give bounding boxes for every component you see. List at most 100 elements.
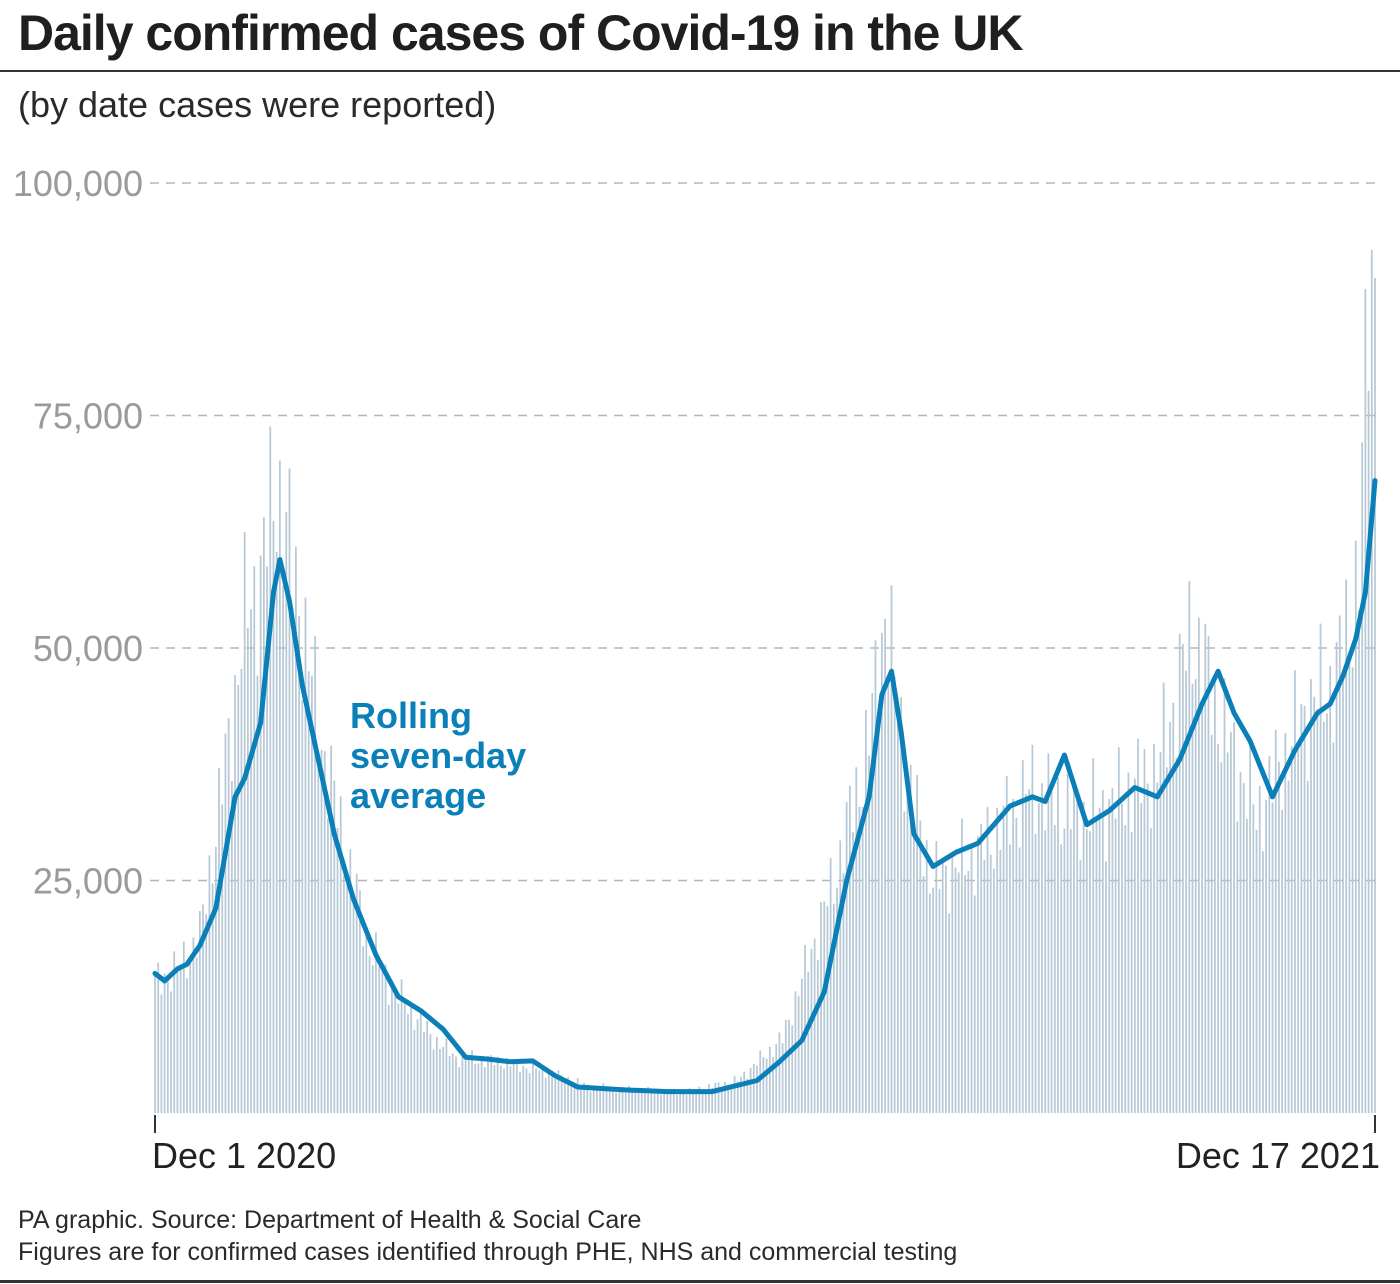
daily-case-bar: [205, 914, 208, 1113]
daily-case-bar: [1220, 762, 1223, 1113]
daily-case-bar: [400, 979, 403, 1113]
daily-case-bar: [810, 948, 813, 1113]
daily-case-bar: [676, 1094, 678, 1113]
daily-case-bar: [1239, 771, 1242, 1113]
daily-case-bar: [1053, 825, 1056, 1113]
daily-case-bar: [679, 1093, 682, 1113]
daily-case-bar: [256, 675, 259, 1113]
daily-case-bar: [1313, 696, 1316, 1113]
daily-case-bar: [1172, 702, 1175, 1113]
daily-case-bar: [1095, 818, 1098, 1113]
daily-case-bar: [567, 1076, 569, 1113]
daily-case-bar: [1117, 747, 1120, 1113]
daily-case-bar: [1281, 809, 1284, 1113]
daily-case-bar: [560, 1075, 563, 1113]
daily-case-bar: [1338, 615, 1341, 1113]
daily-case-bar: [1169, 721, 1171, 1113]
daily-case-bar: [1223, 678, 1226, 1113]
daily-case-bar: [743, 1071, 746, 1113]
daily-case-bar: [688, 1088, 691, 1113]
daily-case-bar: [672, 1088, 675, 1113]
daily-case-bar: [913, 825, 915, 1113]
daily-case-bar: [816, 960, 819, 1113]
daily-case-bar: [1265, 799, 1268, 1113]
daily-case-bar: [832, 903, 835, 1113]
daily-case-bar: [320, 749, 323, 1113]
daily-case-bar: [1255, 829, 1258, 1113]
daily-case-bar: [800, 978, 803, 1113]
daily-case-bar: [759, 1050, 762, 1113]
daily-case-bar: [855, 767, 858, 1113]
daily-case-bar: [362, 946, 365, 1113]
rolling-average-line: [152, 478, 1378, 1095]
daily-case-bar: [301, 699, 304, 1113]
daily-case-bar: [1198, 617, 1200, 1113]
daily-case-bar: [503, 1068, 505, 1113]
cases-chart: 25,000 50,000 75,000 100,000 Dec 1 2020 Dec 1…: [13, 163, 1380, 1176]
daily-case-bar: [836, 887, 838, 1113]
daily-case-bar: [1210, 734, 1213, 1113]
daily-case-bar: [432, 1049, 435, 1113]
daily-case-bar: [1005, 775, 1008, 1113]
daily-case-bar: [727, 1084, 730, 1113]
daily-case-bar: [733, 1075, 736, 1113]
daily-case-bar: [1316, 708, 1319, 1113]
daily-case-bar: [1246, 818, 1248, 1113]
daily-case-bar: [1037, 803, 1040, 1113]
daily-case-bar: [426, 1020, 429, 1113]
daily-case-bar: [1271, 802, 1274, 1113]
daily-case-bar: [173, 951, 176, 1113]
daily-case-bar: [874, 640, 877, 1113]
daily-case-bar: [1354, 540, 1357, 1113]
daily-case-bar: [602, 1083, 605, 1113]
daily-case-bar: [858, 806, 861, 1113]
daily-case-bar: [448, 1056, 451, 1113]
daily-case-bar: [1361, 442, 1364, 1113]
daily-case-bar: [935, 841, 938, 1113]
daily-case-bar: [1076, 794, 1079, 1113]
daily-case-bar: [634, 1092, 637, 1113]
daily-case-bar: [1258, 786, 1261, 1113]
daily-case-bar: [897, 719, 899, 1113]
daily-case-bar: [455, 1056, 457, 1113]
daily-case-bar: [429, 1034, 432, 1113]
daily-case-bar: [1226, 752, 1229, 1113]
daily-case-bar: [624, 1090, 627, 1113]
chart-title: Daily confirmed cases of Covid-19 in the…: [18, 5, 1023, 61]
daily-case-bar: [1073, 784, 1075, 1113]
daily-case-bar: [977, 836, 979, 1113]
daily-case-bar: [615, 1092, 617, 1113]
daily-case-bar: [477, 1063, 480, 1113]
daily-case-bar: [442, 1046, 445, 1113]
daily-case-bar: [756, 1065, 758, 1113]
daily-case-bar: [1137, 738, 1139, 1113]
daily-case-bar: [163, 973, 166, 1113]
daily-case-bar: [467, 1059, 470, 1113]
daily-case-bar: [522, 1065, 525, 1113]
daily-case-bar: [791, 1025, 794, 1113]
daily-case-bar: [224, 733, 227, 1113]
daily-case-bar: [765, 1058, 768, 1113]
daily-case-bar: [848, 785, 851, 1113]
daily-case-bar: [259, 555, 262, 1113]
daily-case-bar: [1204, 623, 1207, 1113]
daily-case-bar: [407, 1013, 409, 1113]
daily-case-bar: [1133, 778, 1136, 1113]
daily-case-bar: [877, 729, 880, 1113]
daily-case-bar: [1278, 761, 1280, 1113]
daily-case-bar: [628, 1085, 630, 1113]
daily-case-bar: [653, 1089, 656, 1113]
daily-case-bar: [1284, 733, 1287, 1113]
daily-case-bar: [176, 967, 179, 1113]
daily-case-bar: [387, 1004, 390, 1113]
daily-case-bar: [711, 1087, 714, 1113]
footer-note: Figures are for confirmed cases identifi…: [18, 1238, 958, 1266]
daily-case-bar: [884, 618, 886, 1113]
daily-case-bar: [608, 1088, 611, 1113]
daily-case-bar: [230, 781, 233, 1113]
daily-case-bar: [541, 1066, 544, 1113]
daily-case-bar: [266, 566, 268, 1113]
daily-case-bar: [1185, 670, 1187, 1113]
daily-case-bar: [343, 875, 345, 1113]
daily-case-bar: [736, 1081, 739, 1113]
